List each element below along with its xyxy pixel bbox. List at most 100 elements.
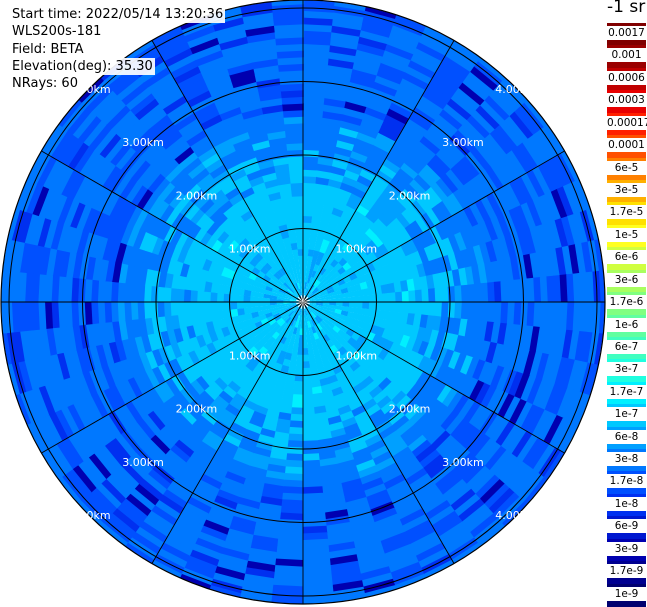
- scan-bin: [237, 314, 247, 323]
- scan-bin: [355, 387, 370, 401]
- scan-bin: [275, 334, 284, 343]
- scan-bin: [12, 330, 25, 363]
- scan-bin: [432, 72, 460, 94]
- scan-bin: [548, 355, 563, 385]
- scan-bin: [213, 169, 231, 185]
- scan-bin: [160, 256, 172, 274]
- scan-bin: [420, 395, 438, 414]
- scan-bin: [302, 545, 330, 554]
- scan-bin: [474, 382, 491, 406]
- scan-bin: [497, 185, 516, 212]
- scan-bin: [445, 369, 461, 389]
- scan-bin: [137, 284, 146, 302]
- scan-bin: [229, 294, 238, 302]
- scan-bin: [124, 456, 149, 480]
- scan-bin: [209, 291, 218, 302]
- scan-bin: [315, 257, 323, 266]
- scan-bin: [560, 151, 580, 182]
- scan-bin: [284, 466, 303, 475]
- scan-bin: [333, 312, 342, 319]
- scan-bin: [227, 210, 242, 224]
- scan-bin: [187, 238, 201, 254]
- scan-bin: [182, 250, 195, 266]
- scan-bin: [279, 405, 292, 415]
- scan-bin: [123, 301, 132, 321]
- scan-bin: [266, 315, 275, 323]
- scan-bin: [314, 412, 328, 422]
- scan-bin: [240, 382, 254, 395]
- scan-bin: [151, 366, 166, 385]
- scan-bin: [294, 261, 300, 270]
- scan-bin: [303, 268, 307, 276]
- scan-bin: [535, 251, 548, 279]
- scan-bin: [183, 289, 192, 302]
- scan-bin: [305, 321, 309, 329]
- scan-bin: [516, 324, 528, 350]
- scan-bin: [283, 209, 295, 218]
- scan-bin: [359, 471, 382, 486]
- scan-bin: [302, 427, 317, 435]
- scan-bin: [166, 530, 196, 551]
- scan-bin: [187, 350, 200, 366]
- scan-bin: [441, 332, 453, 350]
- scan-bin: [449, 418, 470, 441]
- scan-bin: [263, 228, 274, 239]
- scan-bin: [319, 328, 327, 337]
- scan-bin: [405, 65, 434, 85]
- scan-bin: [183, 561, 216, 580]
- scan-bin: [258, 90, 283, 102]
- scan-bin: [179, 507, 207, 527]
- scan-bin: [169, 416, 188, 436]
- scan-bin: [399, 508, 426, 527]
- scan-bin: [220, 150, 239, 165]
- scan-bin: [377, 348, 390, 361]
- scan-bin: [349, 441, 368, 454]
- scan-bin: [325, 324, 333, 332]
- scan-bin: [205, 367, 220, 383]
- scan-bin: [388, 485, 413, 503]
- scan-bin: [506, 302, 516, 325]
- scan-bin: [383, 239, 396, 253]
- scan-bin: [497, 393, 516, 419]
- scan-bin: [44, 301, 53, 329]
- scan-bin: [296, 235, 304, 243]
- scan-bin: [393, 496, 420, 515]
- scan-bin: [280, 321, 288, 330]
- scan-bin: [208, 584, 242, 598]
- scan-bin: [25, 182, 44, 215]
- azimuth-spoke: [151, 301, 304, 564]
- scan-bin: [342, 341, 353, 352]
- scan-bin: [262, 297, 271, 302]
- scan-bin: [307, 340, 313, 349]
- scan-bin: [470, 470, 496, 495]
- scan-bin: [392, 141, 413, 158]
- scan-bin: [486, 192, 504, 217]
- scan-bin: [276, 269, 284, 278]
- scan-bin: [412, 536, 443, 557]
- scan-bin: [88, 345, 102, 370]
- scan-bin: [226, 427, 244, 442]
- scan-bin: [396, 375, 411, 392]
- scan-bin: [279, 267, 287, 276]
- scan-bin: [252, 57, 280, 70]
- scan-bin: [330, 165, 347, 177]
- scan-bin: [404, 467, 428, 487]
- scan-bin: [493, 302, 502, 324]
- scan-bin: [305, 314, 310, 322]
- scan-bin: [270, 307, 278, 313]
- scan-bin: [69, 374, 86, 402]
- scan-bin: [212, 16, 245, 32]
- scan-bin: [213, 395, 230, 410]
- scan-bin: [236, 287, 245, 296]
- scan-bin: [163, 47, 194, 68]
- scan-bin: [169, 168, 189, 187]
- scan-bin: [406, 238, 419, 254]
- scan-bin: [159, 542, 190, 563]
- scan-bin: [147, 252, 159, 271]
- scan-bin: [574, 394, 591, 426]
- scan-bin: [204, 404, 222, 421]
- scan-bin: [498, 457, 523, 485]
- scan-bin: [380, 310, 390, 321]
- scan-bin: [138, 520, 168, 544]
- scan-bin: [401, 302, 410, 314]
